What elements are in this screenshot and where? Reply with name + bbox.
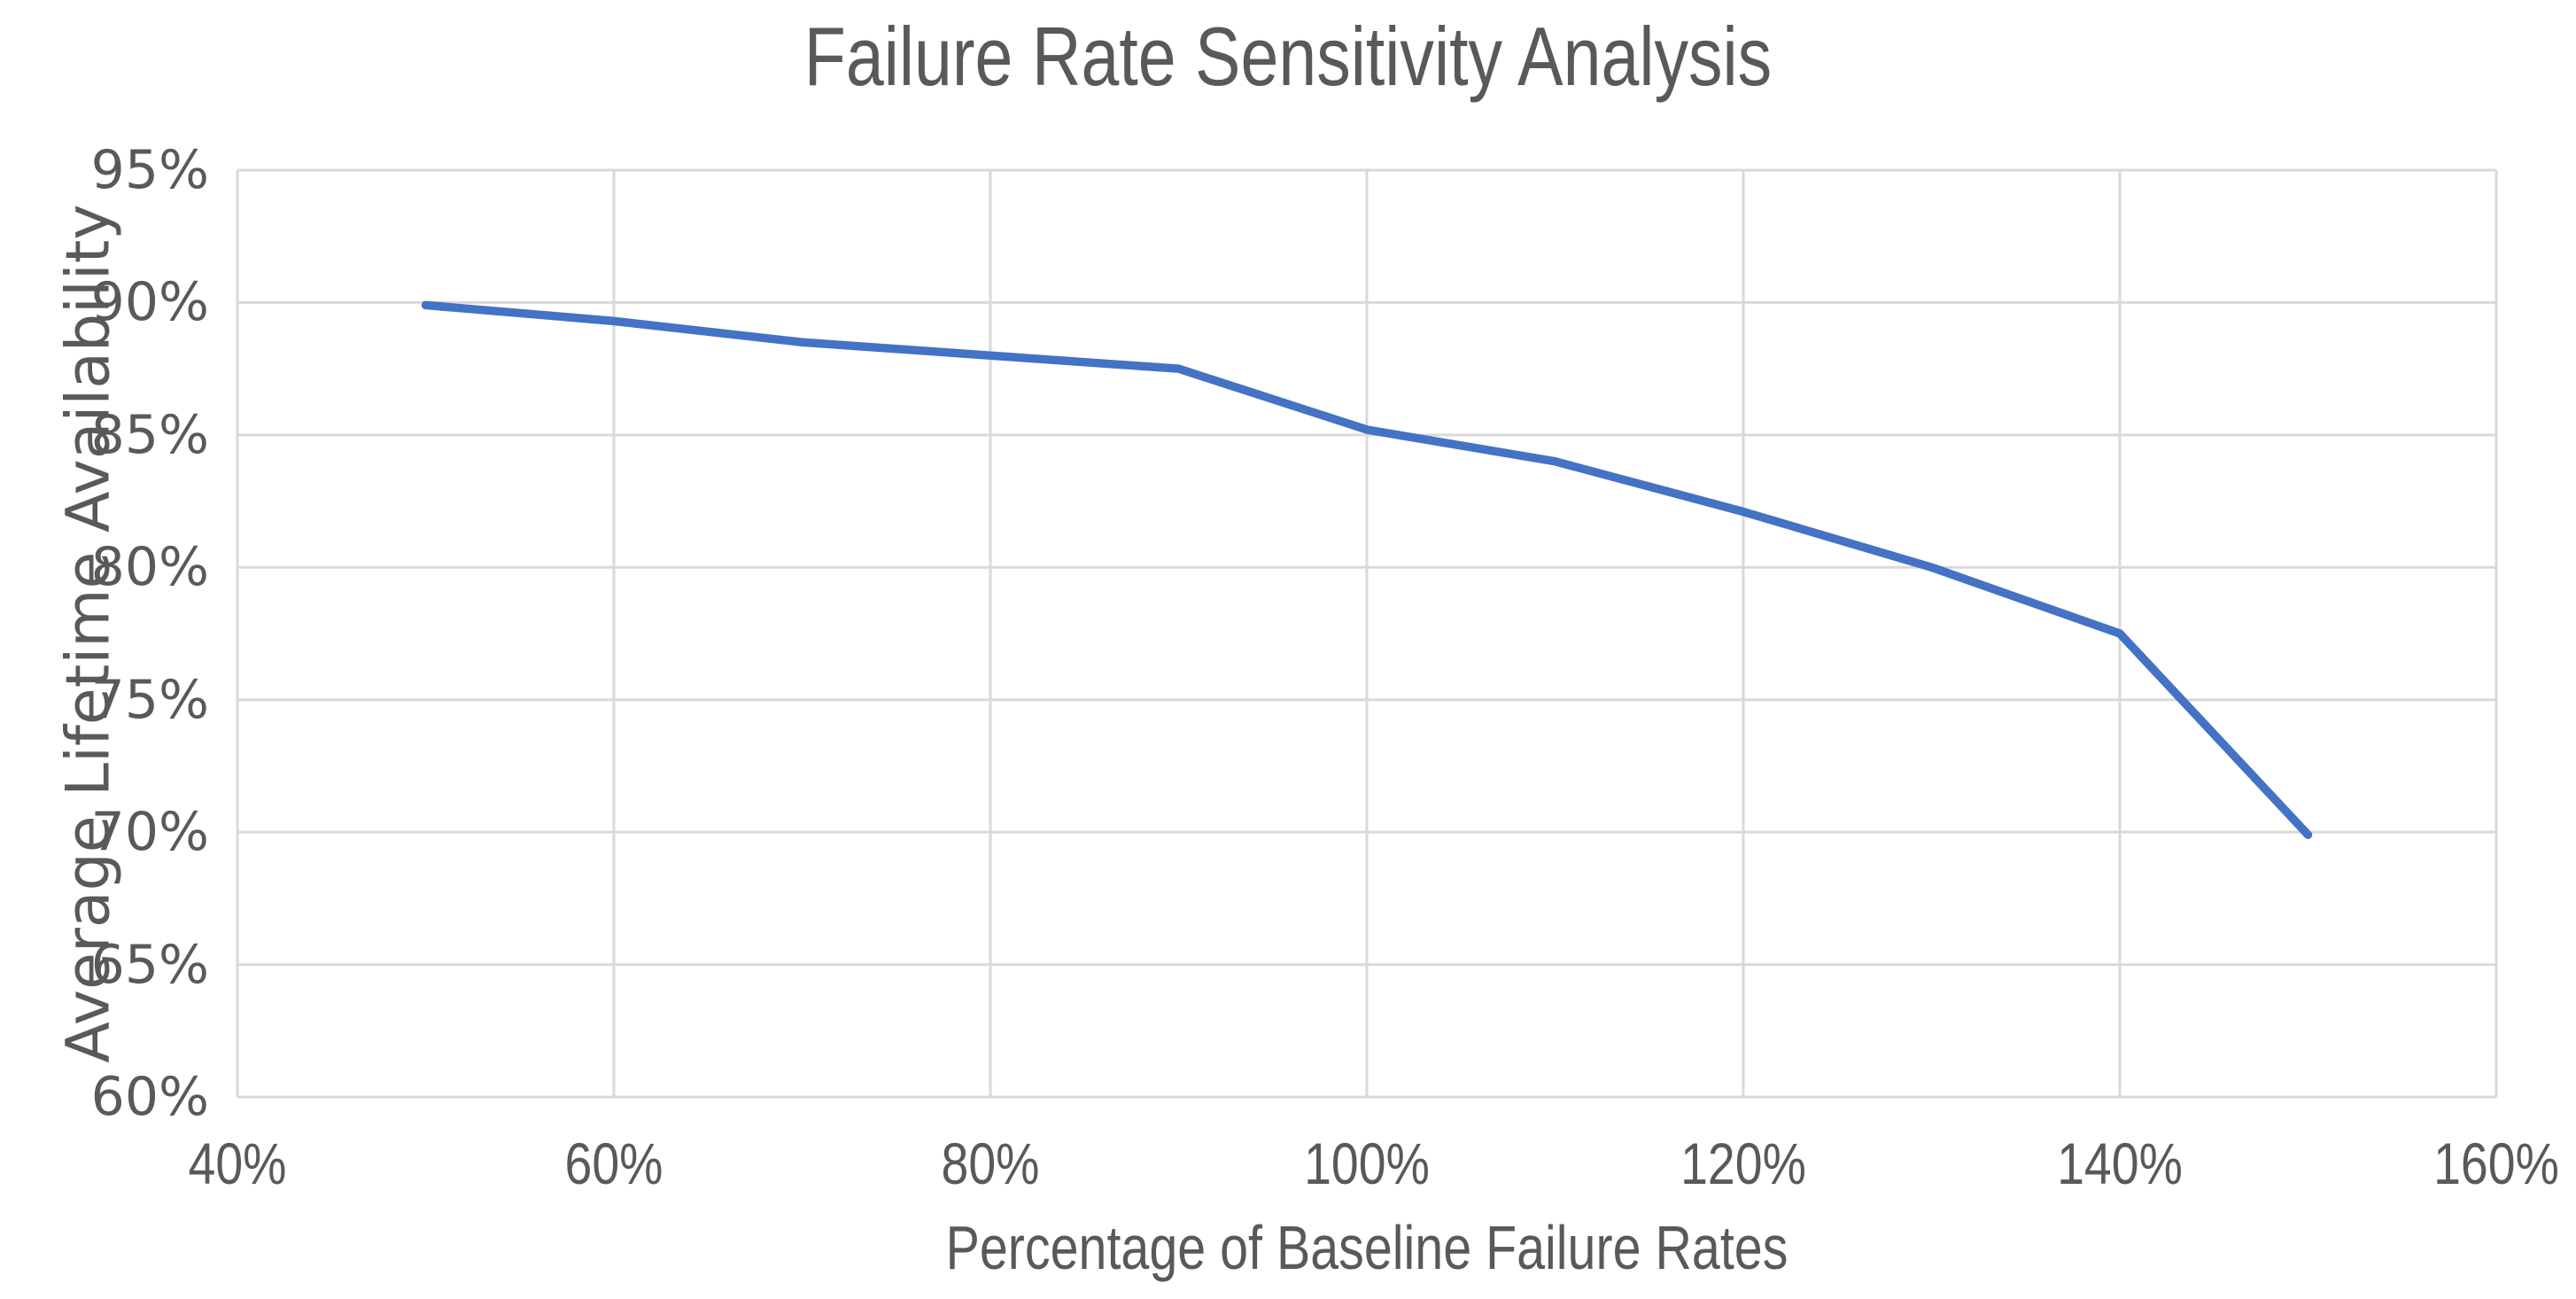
x-axis-title: Percentage of Baseline Failure Rates — [945, 1213, 1788, 1282]
x-tick-label: 140% — [2057, 1131, 2183, 1196]
x-tick-label: 40% — [188, 1131, 287, 1196]
chart-title: Failure Rate Sensitivity Analysis — [803, 10, 1773, 103]
y-tick-label: 65% — [90, 933, 209, 996]
x-tick-label: 100% — [1304, 1131, 1430, 1196]
y-tick-label: 75% — [90, 668, 209, 731]
y-tick-label: 80% — [90, 536, 209, 599]
y-tick-label: 90% — [90, 271, 209, 334]
x-tick-label: 60% — [564, 1131, 663, 1196]
x-tick-label: 120% — [1680, 1131, 1806, 1196]
x-tick-label: 160% — [2433, 1131, 2559, 1196]
x-tick-label: 80% — [941, 1131, 1040, 1196]
y-tick-label: 95% — [90, 139, 209, 201]
y-tick-label: 70% — [90, 801, 209, 864]
y-tick-label: 85% — [90, 403, 209, 466]
series-line — [421, 300, 2313, 839]
y-tick-label: 60% — [90, 1066, 209, 1128]
